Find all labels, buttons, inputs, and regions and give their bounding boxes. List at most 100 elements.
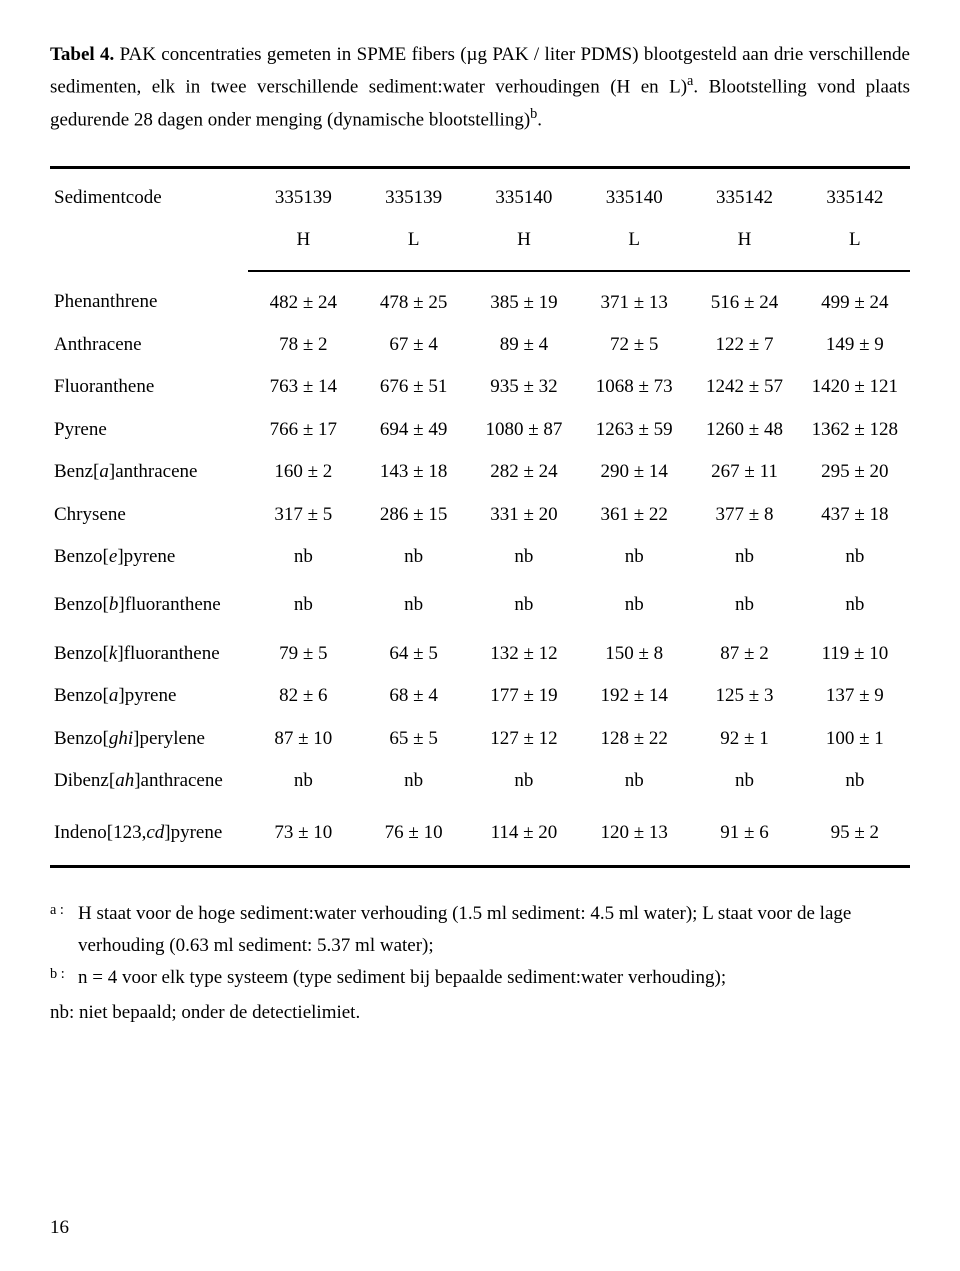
row-label: Benzo[k]fluoranthene [50,627,248,675]
table-row: Benzo[a]pyrene82 ± 668 ± 4177 ± 19192 ± … [50,675,910,717]
footnote-b: b : n = 4 voor elk type systeem (type se… [50,962,910,997]
table-cell: 499 ± 24 [800,271,910,324]
row-label: Indeno[123,cd]pyrene [50,802,248,866]
caption-label: Tabel 4. [50,44,114,65]
table-cell: 377 ± 8 [689,494,799,536]
row-label: Dibenz[ah]anthracene [50,760,248,802]
header-code: 335140 [579,167,689,219]
table-cell: 437 ± 18 [800,494,910,536]
table-row: Phenanthrene482 ± 24478 ± 25385 ± 19371 … [50,271,910,324]
footnote-nb: nb: niet bepaald; onder de detectielimie… [50,997,910,1029]
table-row: Benzo[e]pyrenenbnbnbnbnbnb [50,536,910,578]
table-cell: 1242 ± 57 [689,366,799,408]
header-code: 335139 [248,167,358,219]
footnote-a-marker: a : [50,898,78,933]
row-label: Benz[a]anthracene [50,451,248,493]
table-cell: nb [358,760,468,802]
table-cell: 763 ± 14 [248,366,358,408]
table-cell: 79 ± 5 [248,627,358,675]
footnotes: a : H staat voor de hoge sediment:water … [50,898,910,1030]
table-cell: 1362 ± 128 [800,409,910,451]
header-sub: H [248,219,358,270]
table-cell: 331 ± 20 [469,494,579,536]
table-cell: 78 ± 2 [248,324,358,366]
table-cell: nb [469,760,579,802]
header-sub: H [469,219,579,270]
header-sub: L [358,219,468,270]
page-number: 16 [50,1213,69,1243]
row-label: Benzo[b]fluoranthene [50,578,248,626]
table-cell: 267 ± 11 [689,451,799,493]
table-cell: 478 ± 25 [358,271,468,324]
table-cell: 82 ± 6 [248,675,358,717]
footnote-a: a : H staat voor de hoge sediment:water … [50,898,910,963]
table-cell: 128 ± 22 [579,718,689,760]
caption-text-3: . [537,109,542,130]
table-row: Indeno[123,cd]pyrene73 ± 1076 ± 10114 ± … [50,802,910,866]
table-cell: nb [469,536,579,578]
table-head: Sedimentcode 335139 335139 335140 335140… [50,167,910,270]
table-cell: 295 ± 20 [800,451,910,493]
table-row: Benzo[ghi]perylene87 ± 1065 ± 5127 ± 121… [50,718,910,760]
row-label: Benzo[e]pyrene [50,536,248,578]
table-cell: 87 ± 2 [689,627,799,675]
table-cell: nb [689,536,799,578]
table-cell: nb [248,760,358,802]
table-cell: 95 ± 2 [800,802,910,866]
table-cell: 72 ± 5 [579,324,689,366]
table-cell: nb [689,760,799,802]
table-cell: 149 ± 9 [800,324,910,366]
table-cell: nb [579,760,689,802]
table-cell: 87 ± 10 [248,718,358,760]
table-cell: 137 ± 9 [800,675,910,717]
header-code: 335142 [689,167,799,219]
row-label: Benzo[ghi]perylene [50,718,248,760]
table-cell: nb [358,578,468,626]
row-label: Chrysene [50,494,248,536]
table-cell: 192 ± 14 [579,675,689,717]
table-cell: 127 ± 12 [469,718,579,760]
table-cell: nb [579,536,689,578]
table-cell: 482 ± 24 [248,271,358,324]
table-cell: 119 ± 10 [800,627,910,675]
table-row: Benzo[k]fluoranthene79 ± 564 ± 5132 ± 12… [50,627,910,675]
header-sedimentcode: Sedimentcode [50,167,248,270]
table-cell: 676 ± 51 [358,366,468,408]
table-cell: 67 ± 4 [358,324,468,366]
table-row: Chrysene317 ± 5286 ± 15331 ± 20361 ± 223… [50,494,910,536]
row-label: Pyrene [50,409,248,451]
table-cell: 143 ± 18 [358,451,468,493]
table-body: Phenanthrene482 ± 24478 ± 25385 ± 19371 … [50,271,910,867]
table-caption: Tabel 4. PAK concentraties gemeten in SP… [50,40,910,136]
header-sub: L [800,219,910,270]
row-label: Anthracene [50,324,248,366]
table-cell: nb [800,760,910,802]
footnote-b-text: n = 4 voor elk type systeem (type sedime… [78,962,910,994]
table-cell: 282 ± 24 [469,451,579,493]
table-cell: 361 ± 22 [579,494,689,536]
table-cell: nb [248,578,358,626]
table-cell: 160 ± 2 [248,451,358,493]
row-label: Benzo[a]pyrene [50,675,248,717]
table-cell: 73 ± 10 [248,802,358,866]
table-cell: 1263 ± 59 [579,409,689,451]
table-row: Benzo[b]fluoranthenenbnbnbnbnbnb [50,578,910,626]
row-label: Fluoranthene [50,366,248,408]
table-cell: 766 ± 17 [248,409,358,451]
table-row: Pyrene766 ± 17694 ± 491080 ± 871263 ± 59… [50,409,910,451]
row-label: Phenanthrene [50,271,248,324]
table-cell: nb [800,578,910,626]
table-cell: nb [358,536,468,578]
table-cell: 150 ± 8 [579,627,689,675]
table-cell: nb [579,578,689,626]
table-cell: 1080 ± 87 [469,409,579,451]
table-cell: 125 ± 3 [689,675,799,717]
table-cell: 317 ± 5 [248,494,358,536]
table-row: Dibenz[ah]anthracenenbnbnbnbnbnb [50,760,910,802]
table-row: Benz[a]anthracene160 ± 2143 ± 18282 ± 24… [50,451,910,493]
header-sub: H [689,219,799,270]
footnote-a-text: H staat voor de hoge sediment:water verh… [78,898,910,963]
table-cell: 1420 ± 121 [800,366,910,408]
table-cell: 64 ± 5 [358,627,468,675]
table-cell: 122 ± 7 [689,324,799,366]
